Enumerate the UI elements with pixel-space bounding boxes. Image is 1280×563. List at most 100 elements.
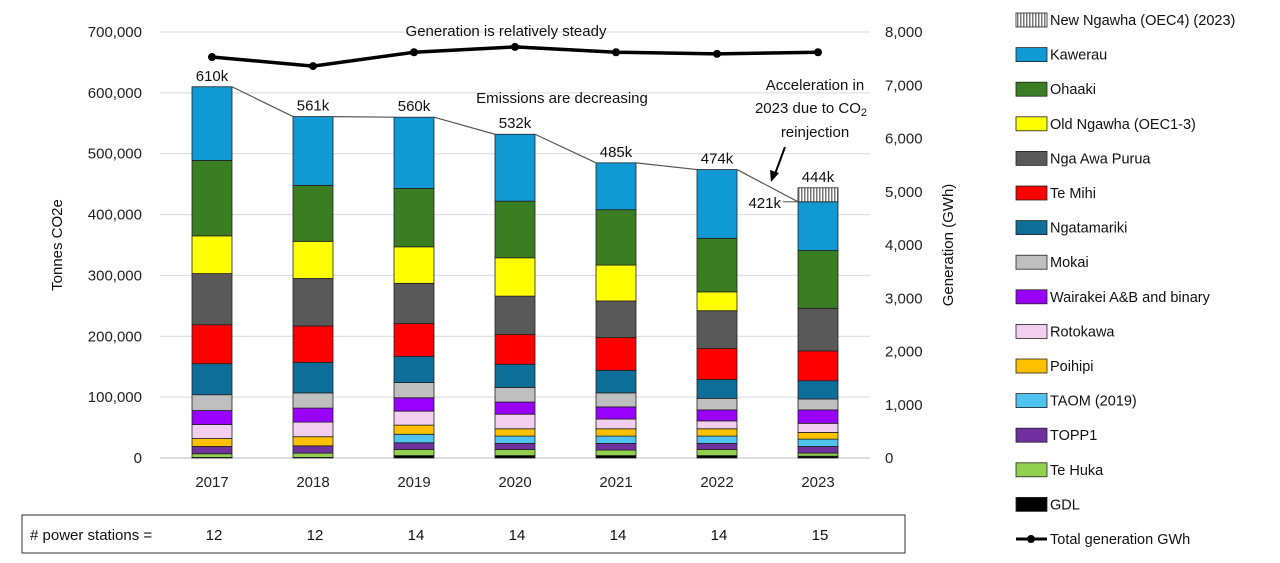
y-tick-label: 400,000 <box>88 207 142 224</box>
bar-segment-kawerau <box>393 116 435 189</box>
bar-segment-te-mihi <box>191 324 233 365</box>
legend-swatch <box>1015 185 1048 201</box>
bar-segment-old-ngawha-oec1-3- <box>393 246 435 284</box>
legend-item: Ohaaki <box>1015 81 1096 98</box>
power-station-count: 12 <box>307 527 324 544</box>
legend-item: TOPP1 <box>1015 427 1097 444</box>
bar-segment-mokai <box>191 394 233 411</box>
y2-tick-label: 8,000 <box>885 24 923 41</box>
legend-label: GDL <box>1050 497 1080 513</box>
y-tick-label: 700,000 <box>88 24 142 41</box>
bar-segment-te-mihi <box>393 323 435 357</box>
power-station-count: 14 <box>408 527 425 544</box>
total-label: 474k <box>701 151 734 168</box>
bar-segment-te-huka <box>797 452 839 457</box>
bar-segment-mokai <box>292 392 334 409</box>
bar-segment-poihipi <box>595 428 637 437</box>
y2-tick-label: 2,000 <box>885 344 923 361</box>
y2-tick-label: 1,000 <box>885 397 923 414</box>
generation-point <box>309 62 317 71</box>
legend-item: Poihipi <box>1015 358 1094 375</box>
bar-segment-mokai <box>393 382 435 399</box>
power-station-count: 14 <box>711 527 728 544</box>
legend-swatch <box>1015 220 1048 236</box>
legend-label: Poihipi <box>1050 359 1094 375</box>
bar-segment-poihipi <box>797 432 839 440</box>
legend-label: Te Mihi <box>1050 186 1096 202</box>
generation-point <box>713 49 721 58</box>
legend-item: TAOM (2019) <box>1015 393 1137 410</box>
bar-2022 <box>696 169 738 459</box>
accel-2-text: 2023 due to CO <box>755 100 861 117</box>
y2-tick-label: 4,000 <box>885 237 923 254</box>
legend-label: Total generation GWh <box>1050 532 1190 548</box>
y-tick-label: 0 <box>134 450 142 467</box>
bar-segment-ngatamariki <box>191 363 233 396</box>
legend-item: Te Mihi <box>1015 185 1096 202</box>
bar-segment-ngatamariki <box>494 363 536 388</box>
y-tick-label: 300,000 <box>88 267 142 284</box>
total-label: 532k <box>499 115 532 132</box>
left-axis: 0 100,000 200,000 300,000 400,000 500,000 600,… <box>88 24 142 467</box>
legend-swatch <box>1015 393 1048 409</box>
total-labels: 610k 561k 560k 532k 485k 474k 444k 421k <box>196 68 835 212</box>
bar-segment-poihipi <box>494 428 536 437</box>
power-station-count: 15 <box>812 527 829 544</box>
legend-swatch <box>1015 116 1048 132</box>
legend-label: Rotokawa <box>1050 324 1115 340</box>
legend-item: Ngatamariki <box>1015 220 1127 237</box>
bar-segment-te-mihi <box>292 325 334 363</box>
legend-item: Old Ngawha (OEC1-3) <box>1015 116 1196 133</box>
bar-segment-mokai <box>797 398 839 411</box>
legend-swatch <box>1015 289 1048 305</box>
legend-label: Old Ngawha (OEC1-3) <box>1050 117 1196 133</box>
bar-segment-ohaaki <box>696 237 738 293</box>
y2-tick-label: 0 <box>885 450 893 467</box>
bar-segment-taom-2019- <box>393 433 435 444</box>
bar-segment-wairakei-a-b-and-binary <box>696 409 738 422</box>
total-label-2023-before: 421k <box>748 195 781 212</box>
total-label: 610k <box>196 68 229 85</box>
legend-label: Nga Awa Purua <box>1050 151 1151 167</box>
bar-segment-old-ngawha-oec1-3- <box>292 240 334 279</box>
bar-segment-taom-2019- <box>494 435 536 444</box>
bar-segment-kawerau <box>292 116 334 186</box>
x-tick-label: 2022 <box>700 474 733 491</box>
bar-segment-topp1 <box>595 442 637 451</box>
legend-item: Te Huka <box>1015 462 1104 479</box>
bar-segment-wairakei-a-b-and-binary <box>797 409 839 424</box>
bar-segment-topp1 <box>393 442 435 450</box>
bar-segment-ngatamariki <box>595 369 637 394</box>
bar-segment-rotokawa <box>191 424 233 439</box>
bar-segment-mokai <box>494 387 536 403</box>
bar-segment-poihipi <box>292 436 334 447</box>
legend-swatch <box>1015 254 1048 270</box>
bar-segment-rotokawa <box>292 421 334 438</box>
y-tick-label: 200,000 <box>88 328 142 345</box>
annotation-accel-3: reinjection <box>781 124 849 141</box>
bar-segment-ngatamariki <box>797 380 839 400</box>
bar-segment-ngatamariki <box>292 362 334 394</box>
bar-segment-mokai <box>696 397 738 411</box>
bar-segment-ohaaki <box>393 188 435 248</box>
bar-segment-topp1 <box>494 442 536 450</box>
legend: New Ngawha (OEC4) (2023) Kawerau Ohaaki Old… <box>1015 12 1235 548</box>
bar-segment-kawerau <box>191 86 233 161</box>
right-axis-title: Generation (GWh) <box>940 184 957 307</box>
bar-segment-taom-2019- <box>595 435 637 444</box>
y-tick-label: 100,000 <box>88 389 142 406</box>
power-stations-label: # power stations = <box>30 527 152 544</box>
bar-segment-poihipi <box>696 428 738 437</box>
legend-swatch <box>1015 12 1048 28</box>
legend-item: Mokai <box>1015 254 1089 271</box>
legend-label: Ngatamariki <box>1050 221 1127 237</box>
bar-segment-ohaaki <box>292 184 334 242</box>
y2-tick-label: 3,000 <box>885 290 923 307</box>
bar-segment-ohaaki <box>595 209 637 266</box>
legend-item: Rotokawa <box>1015 323 1115 340</box>
y-tick-label: 500,000 <box>88 146 142 163</box>
bar-segment-rotokawa <box>797 422 839 433</box>
bar-segment-te-huka <box>696 449 738 456</box>
legend-swatch <box>1015 81 1048 97</box>
